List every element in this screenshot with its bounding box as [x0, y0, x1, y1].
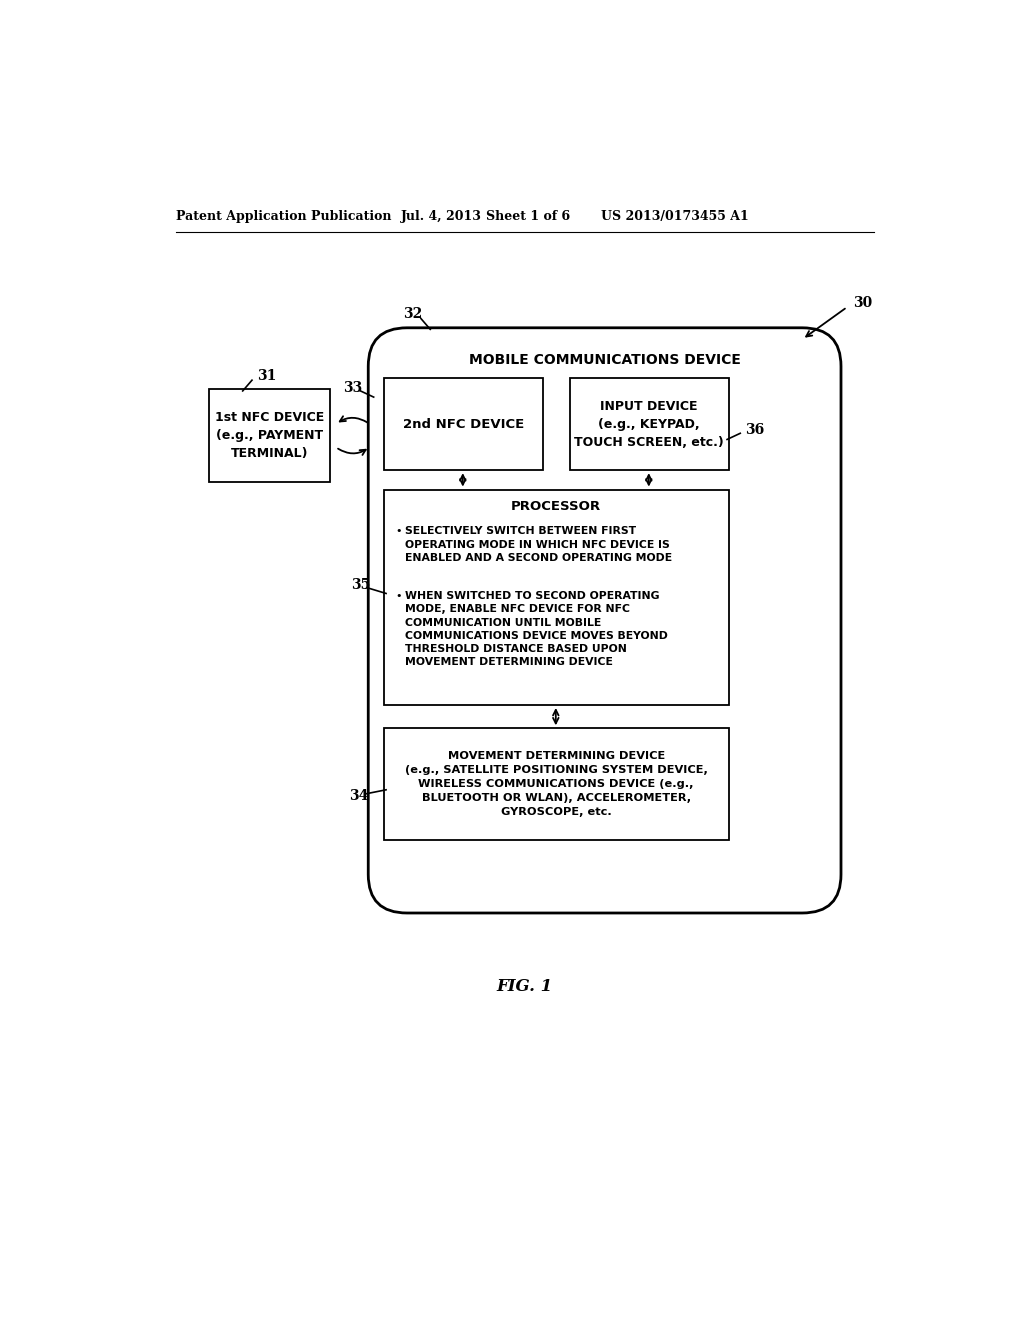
Text: •: •	[395, 591, 401, 601]
Text: MOBILE COMMUNICATIONS DEVICE: MOBILE COMMUNICATIONS DEVICE	[469, 354, 740, 367]
Text: SELECTIVELY SWITCH BETWEEN FIRST
OPERATING MODE IN WHICH NFC DEVICE IS
ENABLED A: SELECTIVELY SWITCH BETWEEN FIRST OPERATI…	[406, 527, 673, 562]
Text: WHEN SWITCHED TO SECOND OPERATING
MODE, ENABLE NFC DEVICE FOR NFC
COMMUNICATION : WHEN SWITCHED TO SECOND OPERATING MODE, …	[406, 591, 669, 667]
Bar	[384, 490, 729, 705]
Text: 33: 33	[343, 381, 362, 395]
Text: Sheet 1 of 6: Sheet 1 of 6	[486, 210, 570, 223]
Text: •: •	[395, 527, 401, 536]
Text: Patent Application Publication: Patent Application Publication	[176, 210, 391, 223]
Text: 35: 35	[351, 578, 371, 591]
Text: PROCESSOR: PROCESSOR	[511, 500, 601, 513]
Text: 34: 34	[349, 789, 369, 803]
Text: 2nd NFC DEVICE: 2nd NFC DEVICE	[402, 417, 524, 430]
Bar	[209, 389, 330, 482]
Text: Jul. 4, 2013: Jul. 4, 2013	[400, 210, 481, 223]
Text: 36: 36	[744, 424, 764, 437]
Text: US 2013/0173455 A1: US 2013/0173455 A1	[601, 210, 749, 223]
Text: INPUT DEVICE
(e.g., KEYPAD,
TOUCH SCREEN, etc.): INPUT DEVICE (e.g., KEYPAD, TOUCH SCREEN…	[574, 400, 724, 449]
Text: 32: 32	[403, 308, 422, 321]
Text: 31: 31	[257, 370, 276, 383]
Bar	[384, 378, 543, 470]
Text: MOVEMENT DETERMINING DEVICE
(e.g., SATELLITE POSITIONING SYSTEM DEVICE,
WIRELESS: MOVEMENT DETERMINING DEVICE (e.g., SATEL…	[404, 751, 708, 817]
Text: FIG. 1: FIG. 1	[497, 978, 553, 995]
Bar	[384, 729, 729, 840]
Text: 1st NFC DEVICE
(e.g., PAYMENT
TERMINAL): 1st NFC DEVICE (e.g., PAYMENT TERMINAL)	[215, 411, 324, 461]
Text: 30: 30	[853, 296, 872, 310]
Bar	[569, 378, 729, 470]
